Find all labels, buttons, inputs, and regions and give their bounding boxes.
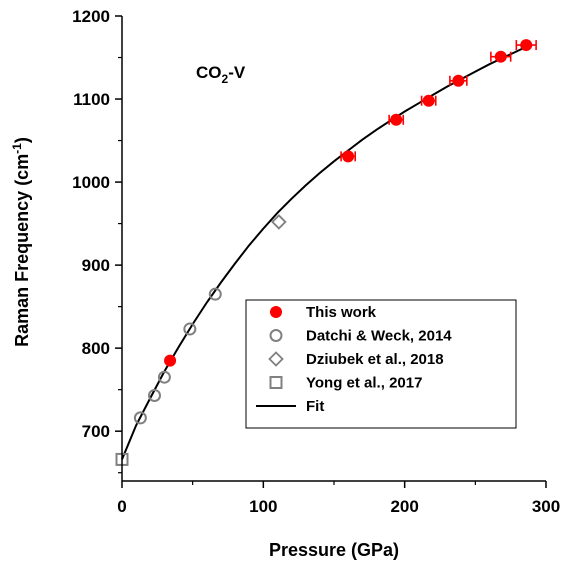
- legend-marker: [268, 351, 284, 367]
- x-tick-label: 0: [117, 497, 126, 516]
- y-axis-label: Raman Frequency (cm-1): [10, 137, 32, 347]
- y-tick-label: 1000: [72, 173, 110, 192]
- y-tick-label: 700: [82, 422, 110, 441]
- data-point: [452, 74, 465, 87]
- data-point: [520, 39, 533, 52]
- axes: 0 100 200 300 700 800 900 1000 1100 1200: [72, 7, 560, 516]
- data-point: [164, 354, 177, 367]
- plot-area: [115, 39, 537, 466]
- legend-label: Fit: [306, 398, 324, 415]
- data-point: [494, 50, 507, 63]
- x-tick-label: 300: [532, 497, 560, 516]
- x-tick-label: 100: [249, 497, 277, 516]
- data-point: [133, 411, 147, 425]
- y-tick-label: 800: [82, 339, 110, 358]
- y-tick-label: 1200: [72, 7, 110, 26]
- data-point: [271, 214, 287, 230]
- x-axis-label: Pressure (GPa): [269, 540, 399, 560]
- x-tick-label: 200: [390, 497, 418, 516]
- y-tick-label: 1100: [73, 90, 110, 109]
- legend-label: Dziubek et al., 2018: [306, 351, 444, 368]
- data-point: [183, 322, 197, 336]
- legend-label: Yong et al., 2017: [306, 375, 422, 392]
- legend: This work Datchi & Weck, 2014 Dziubek et a…: [245, 299, 517, 429]
- legend-label: This work: [306, 304, 377, 321]
- legend-label: Datchi & Weck, 2014: [306, 328, 452, 345]
- legend-marker: [269, 329, 283, 342]
- legend-marker: [270, 306, 282, 318]
- y-tick-label: 900: [82, 256, 110, 275]
- chart-annotation: CO2-V: [196, 63, 246, 86]
- data-point: [157, 370, 171, 384]
- data-point: [390, 113, 403, 126]
- legend-marker: [269, 376, 283, 389]
- data-point: [422, 94, 435, 107]
- data-point: [148, 388, 162, 402]
- data-point: [208, 287, 222, 301]
- data-point: [342, 150, 355, 163]
